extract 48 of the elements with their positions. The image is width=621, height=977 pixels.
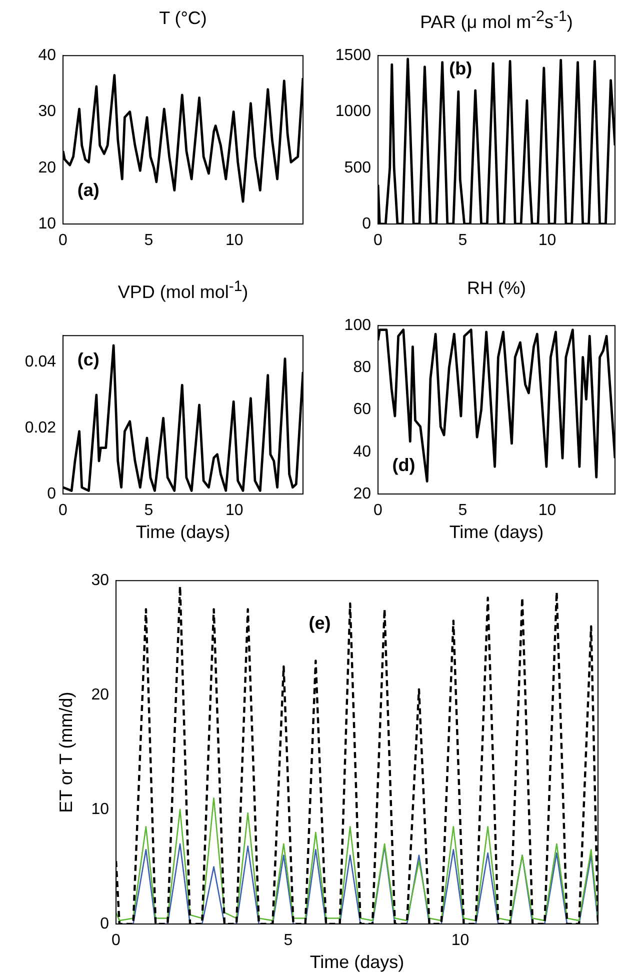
chart-title: T (°C) (158, 8, 208, 29)
x-tick-label: 10 (226, 502, 244, 520)
x-tick-label: 10 (451, 932, 470, 950)
annotation: (b) (449, 58, 472, 79)
x-tick-label: 0 (58, 502, 68, 520)
x-tick-label: 0 (58, 232, 68, 250)
y-tick-label: 40 (353, 443, 372, 460)
y-tick-label: 40 (38, 47, 56, 64)
annotation: (d) (392, 454, 416, 475)
chart-title: RH (%) (466, 278, 527, 299)
y-tick-label: 0.04 (24, 353, 56, 370)
y-tick-label: 0 (100, 915, 110, 932)
annotation: (c) (77, 349, 100, 370)
y-tick-label: 20 (353, 485, 372, 502)
y-tick-label: 0.02 (24, 419, 56, 436)
y-tick-label: 10 (38, 215, 56, 232)
x-tick-label: 0 (112, 932, 121, 950)
y-tick-label: 10 (91, 800, 110, 818)
x-tick-label: 10 (538, 232, 556, 250)
chart-title: PAR (μ mol m$^{-2}$s$^{-1}$) (419, 8, 574, 33)
y-tick-label: 0 (47, 485, 56, 502)
y-tick-label: 0 (362, 215, 372, 232)
x-tick-label: 0 (374, 502, 383, 520)
annotation: (a) (77, 180, 100, 200)
x-axis-title: Time (days) (136, 522, 230, 542)
y-axis-title: ET or T (mm/d) (56, 692, 76, 813)
chart-title: VPD (mol mol$^{-1}$) (116, 278, 250, 303)
x-tick-label: 10 (538, 502, 556, 520)
x-tick-label: 5 (144, 502, 154, 520)
x-tick-label: 5 (284, 932, 293, 950)
x-tick-label: 5 (144, 232, 154, 250)
y-tick-label: 60 (353, 401, 372, 418)
y-tick-label: 30 (91, 572, 110, 590)
y-tick-label: 30 (38, 103, 56, 120)
y-tick-label: 1000 (335, 103, 372, 120)
y-tick-label: 1500 (335, 47, 372, 64)
x-tick-label: 5 (458, 232, 468, 250)
x-axis-title: Time (days) (310, 952, 404, 972)
y-tick-label: 20 (38, 159, 56, 176)
y-tick-label: 500 (344, 159, 372, 176)
y-tick-label: 20 (91, 686, 110, 704)
x-axis-title: Time (days) (449, 522, 544, 542)
x-tick-label: 10 (226, 232, 244, 250)
x-tick-label: 5 (458, 502, 468, 520)
y-tick-label: 100 (344, 317, 372, 334)
annotation: (e) (308, 612, 331, 633)
x-tick-label: 0 (374, 232, 383, 250)
y-tick-label: 80 (353, 359, 372, 376)
